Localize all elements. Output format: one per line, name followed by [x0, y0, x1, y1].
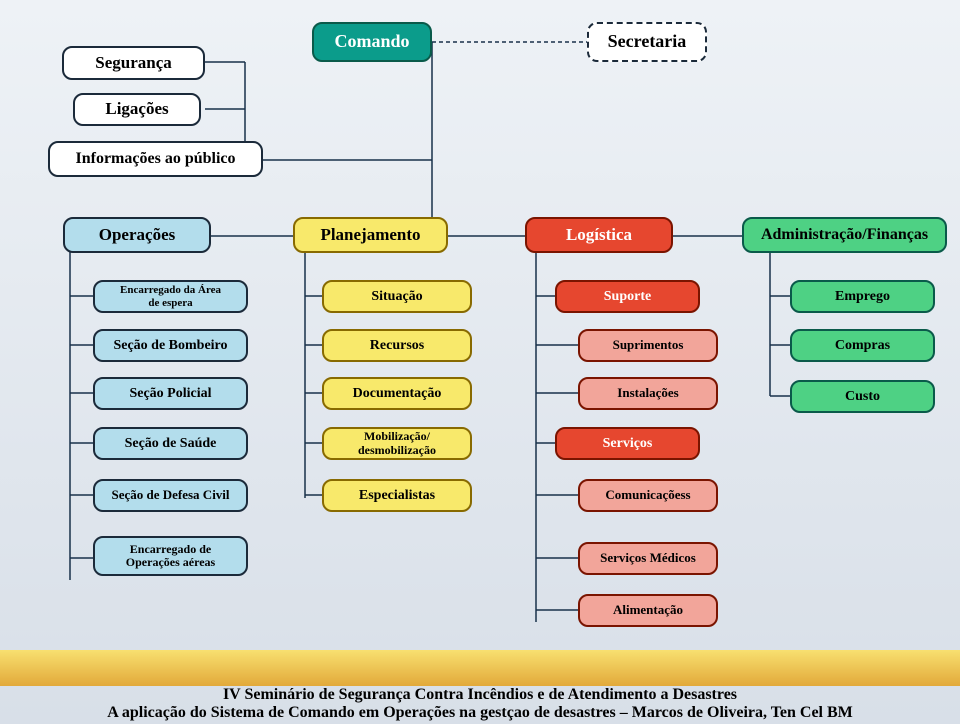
node-secretaria: Secretaria: [587, 22, 707, 62]
node-instalacoes: Instalações: [578, 377, 718, 410]
node-documentacao: Documentação: [322, 377, 472, 410]
footer-line2: A aplicação do Sistema de Comando em Ope…: [0, 704, 960, 722]
node-suporte: Suporte: [555, 280, 700, 313]
node-defesa-civil: Seção de Defesa Civil: [93, 479, 248, 512]
node-serv-medicos: Serviços Médicos: [578, 542, 718, 575]
node-compras: Compras: [790, 329, 935, 362]
node-logistica: Logística: [525, 217, 673, 253]
footer-line1: IV Seminário de Segurança Contra Incêndi…: [0, 686, 960, 704]
node-servicos: Serviços: [555, 427, 700, 460]
node-suprimentos: Suprimentos: [578, 329, 718, 362]
node-secao-saude: Seção de Saúde: [93, 427, 248, 460]
node-info-publico: Informações ao público: [48, 141, 263, 177]
node-admin-financas: Administração/Finanças: [742, 217, 947, 253]
node-op-aereas: Encarregado deOperações aéreas: [93, 536, 248, 576]
node-operacoes: Operações: [63, 217, 211, 253]
node-emprego: Emprego: [790, 280, 935, 313]
node-especialistas: Especialistas: [322, 479, 472, 512]
node-secao-policial: Seção Policial: [93, 377, 248, 410]
org-chart-stage: Comando Secretaria Segurança Ligações Inform…: [0, 0, 960, 724]
node-planejamento: Planejamento: [293, 217, 448, 253]
node-mobilizacao: Mobilização/desmobilização: [322, 427, 472, 460]
node-recursos: Recursos: [322, 329, 472, 362]
node-alimentacao: Alimentação: [578, 594, 718, 627]
node-comando: Comando: [312, 22, 432, 62]
node-area-espera: Encarregado da Áreade espera: [93, 280, 248, 313]
node-ligacoes: Ligações: [73, 93, 201, 126]
node-seguranca: Segurança: [62, 46, 205, 80]
node-custo: Custo: [790, 380, 935, 413]
node-comunicacoes: Comunicaçõess: [578, 479, 718, 512]
footer-text: IV Seminário de Segurança Contra Incêndi…: [0, 686, 960, 722]
node-secao-bombeiro: Seção de Bombeiro: [93, 329, 248, 362]
node-situacao: Situação: [322, 280, 472, 313]
